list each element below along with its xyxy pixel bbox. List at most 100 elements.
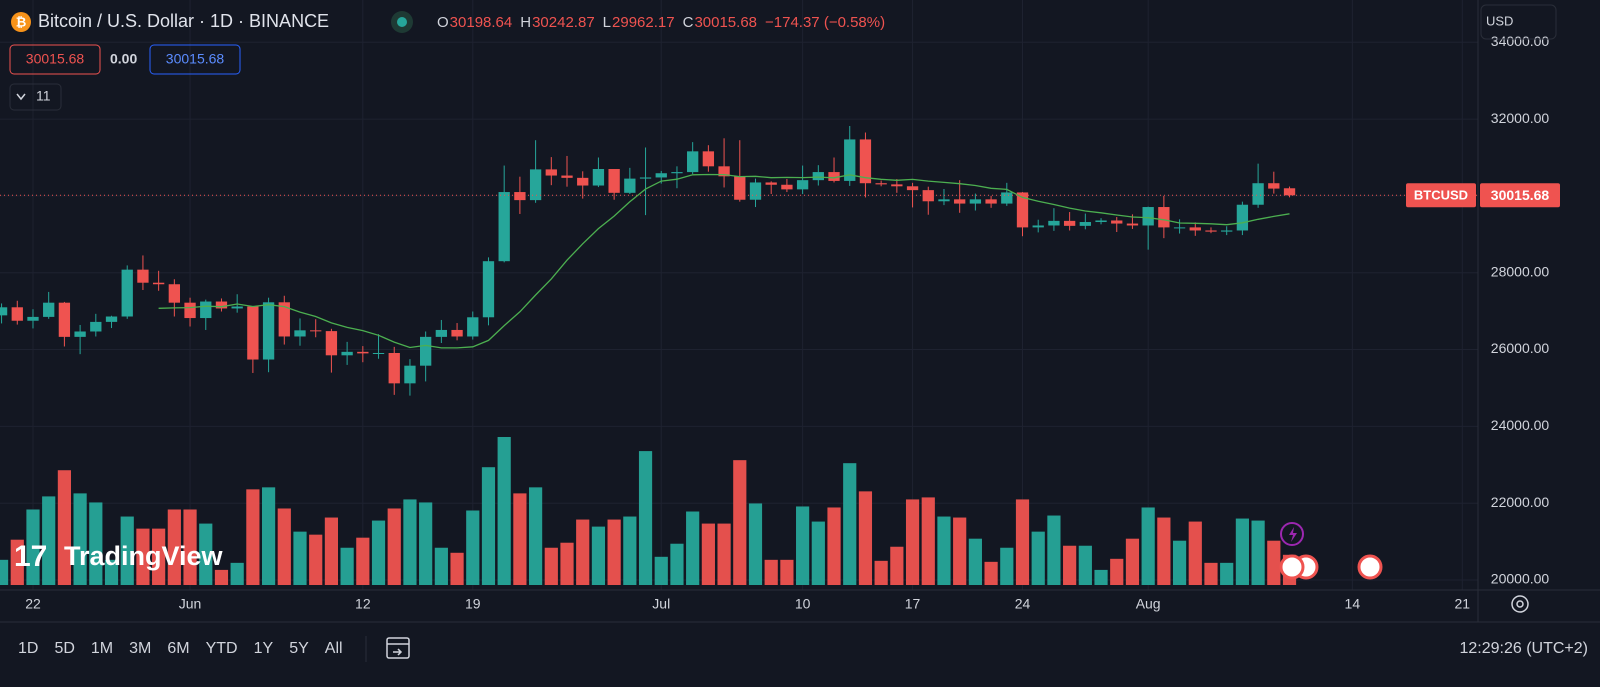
x-tick-label: 22 (25, 596, 41, 612)
candle-body (388, 353, 400, 384)
volume-bar (293, 531, 307, 585)
candle-body (1016, 192, 1029, 228)
volume-bar (42, 496, 56, 585)
candle-body (844, 139, 856, 181)
volume-bar (1094, 569, 1108, 585)
price-pane (0, 125, 1478, 396)
volume-bar (481, 467, 496, 585)
volume-bar (1015, 499, 1030, 585)
moving-average (158, 173, 1290, 349)
volume-bar (544, 547, 558, 585)
candle-body (1252, 183, 1264, 205)
candle-body (121, 269, 133, 317)
ohlc-row: O 30198.64 H 30242.87 L 29962.17 C 30015.68 −174… (437, 14, 885, 31)
volume-bar (1157, 517, 1171, 585)
volume-bar (1063, 545, 1077, 585)
candle-body (43, 302, 55, 317)
volume-bar (858, 491, 873, 585)
candle-body (215, 301, 228, 309)
event-flag[interactable] (1357, 554, 1383, 580)
volume-bar (450, 552, 464, 585)
volume-bar (1172, 540, 1187, 585)
volume-bar (921, 497, 935, 585)
candle-body (1095, 220, 1107, 223)
currency: USD (1486, 13, 1513, 28)
candle-body (875, 183, 887, 185)
candle-body (734, 176, 746, 200)
ohlc-text: L (603, 14, 611, 31)
watermark: 17 TradingView (14, 540, 224, 573)
volume-bar (576, 519, 590, 585)
sell-box[interactable] (9, 44, 101, 75)
candle-body (498, 192, 510, 262)
volume-bar (1204, 562, 1218, 585)
range-button[interactable]: All (325, 640, 343, 657)
candle-body (1032, 225, 1044, 228)
candle-body (451, 329, 463, 337)
event-flag[interactable] (1279, 554, 1305, 580)
candle-body (639, 177, 652, 179)
candle-body (168, 284, 180, 303)
date-range-button[interactable] (386, 637, 410, 659)
candle-body (655, 173, 667, 178)
range-button[interactable]: 5D (54, 640, 74, 657)
volume-bar (199, 523, 213, 585)
volume-bar (1220, 562, 1234, 585)
candle-body (985, 199, 997, 204)
candle-body (592, 169, 605, 186)
range-button[interactable]: 1D (18, 640, 38, 657)
event-icon[interactable] (1280, 522, 1304, 546)
candle-body (372, 353, 385, 355)
range-toolbar: 1D 5D 1M 3M 6M YTD 1Y 5Y All (18, 640, 343, 657)
volume-bar (152, 528, 166, 585)
volume-bar (1251, 520, 1265, 585)
ohlc-text: −174.37 (−0.58%) (765, 14, 885, 31)
range-button[interactable]: 1Y (254, 640, 274, 657)
candle-body (1063, 220, 1076, 226)
candle-body (262, 302, 275, 360)
events (1279, 522, 1383, 580)
volume-bar (356, 537, 370, 585)
candle-body (419, 336, 432, 366)
range-button[interactable]: 5Y (289, 640, 309, 657)
range-button[interactable]: 6M (167, 640, 189, 657)
volume-bar (796, 506, 810, 585)
volume-bar (371, 520, 386, 585)
x-tick-label: 12 (355, 596, 371, 612)
volume-bar (387, 508, 401, 585)
sell-price: 30015.68 (26, 51, 85, 67)
volume-pane (0, 437, 1297, 585)
indicator-box[interactable] (9, 83, 62, 111)
settings-button[interactable] (1511, 595, 1529, 613)
ohlc-text: 29962.17 (612, 14, 675, 31)
candle-body (1126, 223, 1139, 226)
candle-body (781, 184, 793, 190)
y-tick-label: 26000.00 (1491, 340, 1550, 356)
candle-body (341, 351, 353, 356)
candle-body (718, 166, 730, 177)
range-button[interactable]: 1M (91, 640, 113, 657)
buy-box[interactable] (149, 44, 241, 75)
x-tick-label: 24 (1015, 596, 1031, 612)
volume-bar (874, 560, 888, 585)
volume-bar (591, 526, 606, 585)
volume-bar (277, 508, 291, 585)
x-tick-label: 14 (1345, 596, 1361, 612)
currency-button[interactable] (1480, 4, 1557, 40)
volume-bar (434, 547, 448, 585)
candle-body (11, 307, 23, 321)
volume-bar (1235, 518, 1249, 585)
candle-body (231, 306, 243, 309)
volume-bar (1267, 540, 1281, 585)
volume-bar (246, 489, 260, 585)
y-tick-label: 34000.00 (1491, 33, 1550, 49)
volume-bar (968, 538, 982, 585)
volume-bar (529, 487, 543, 585)
volume-bar (937, 516, 951, 585)
range-button[interactable]: 3M (129, 640, 151, 657)
range-button[interactable]: YTD (206, 640, 238, 657)
candle-body (294, 330, 306, 337)
buy-price: 30015.68 (166, 51, 225, 67)
volume-bar (953, 517, 967, 585)
volume-bar (57, 470, 71, 585)
